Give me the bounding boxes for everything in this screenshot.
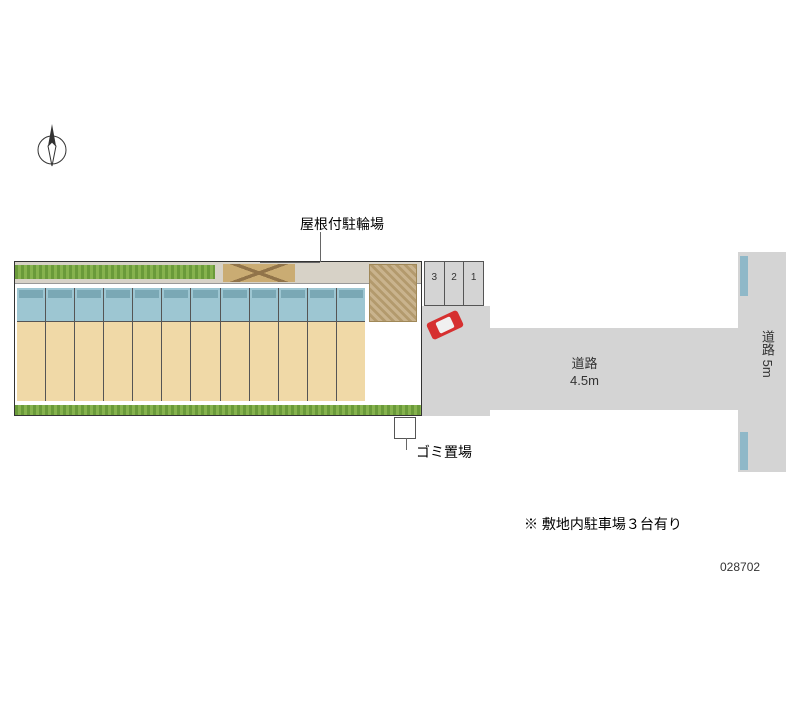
unit-cell [308, 288, 337, 401]
trash-area [394, 417, 416, 439]
unit-entry [133, 288, 161, 322]
bicycle-parking-label: 屋根付駐輪場 [300, 214, 384, 234]
unit-cell [191, 288, 220, 401]
bicycle-parking-area [223, 264, 295, 282]
unit-room [250, 322, 278, 401]
parking-slots: 3 2 1 [424, 261, 484, 306]
unit-cell [17, 288, 46, 401]
unit-cell [162, 288, 191, 401]
unit-cell [337, 288, 365, 401]
unit-cell [221, 288, 250, 401]
landscaping-south [15, 405, 421, 415]
road-side-name: 道路 [760, 330, 775, 356]
unit-entry [337, 288, 365, 322]
road-main-width: 4.5m [570, 373, 599, 388]
parking-slot-1: 1 [463, 262, 483, 305]
unit-cell [104, 288, 133, 401]
landscaping-north [15, 265, 215, 279]
unit-room [75, 322, 103, 401]
unit-room [46, 322, 74, 401]
trash-label: ゴミ置場 [416, 442, 472, 462]
parking-slot-3: 3 [424, 262, 444, 305]
document-id: 028702 [720, 560, 760, 574]
road-main-name: 道路 [571, 356, 597, 371]
unit-entry [104, 288, 132, 322]
unit-room [337, 322, 365, 401]
road-side-label: 道路 5m [758, 330, 775, 378]
leader-line-bicycle [320, 232, 321, 262]
building-outline [14, 261, 422, 416]
unit-room [133, 322, 161, 401]
leader-line-trash [406, 438, 407, 450]
unit-cell [133, 288, 162, 401]
site-plan-canvas: 道路 4.5m 道路 5m 3 2 1 屋根付駐輪場 ゴミ置場 ※ 敷地内駐車場… [0, 0, 800, 727]
unit-entry [75, 288, 103, 322]
unit-row [17, 288, 365, 401]
leader-line-bicycle-h [260, 262, 320, 263]
unit-cell [250, 288, 279, 401]
unit-entry [162, 288, 190, 322]
parking-note: ※ 敷地内駐車場３台有り [524, 514, 682, 534]
building-north-strip [15, 262, 421, 284]
road-main-area [484, 328, 738, 410]
unit-entry [221, 288, 249, 322]
road-side-marker-bottom [740, 432, 748, 470]
unit-entry [250, 288, 278, 322]
unit-room [17, 322, 45, 401]
road-side-marker-top [740, 256, 748, 296]
hatched-zone [369, 264, 417, 322]
unit-room [221, 322, 249, 401]
unit-entry [279, 288, 307, 322]
unit-cell [46, 288, 75, 401]
unit-entry [191, 288, 219, 322]
unit-room [191, 322, 219, 401]
road-side-width: 5m [760, 360, 775, 378]
unit-cell [75, 288, 104, 401]
unit-entry [17, 288, 45, 322]
unit-entry [46, 288, 74, 322]
unit-room [104, 322, 132, 401]
unit-cell [279, 288, 308, 401]
parking-slot-2: 2 [444, 262, 464, 305]
unit-room [308, 322, 336, 401]
compass-north-icon [32, 122, 72, 170]
road-main-label: 道路 4.5m [570, 356, 599, 390]
unit-entry [308, 288, 336, 322]
unit-room [162, 322, 190, 401]
unit-room [279, 322, 307, 401]
